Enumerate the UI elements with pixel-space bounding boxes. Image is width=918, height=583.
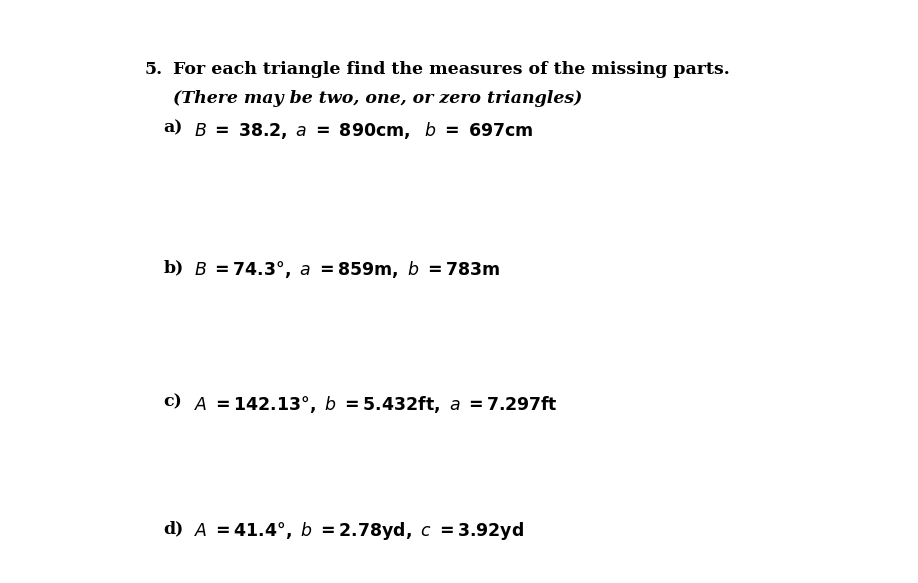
Text: $\mathbf{\mathit{B}}$ $\mathbf{= 74.3°,}$ $\mathbf{\mathit{a}}$ $\mathbf{= 859m,: $\mathbf{\mathit{B}}$ $\mathbf{= 74.3°,}… <box>194 259 499 280</box>
Text: d): d) <box>163 520 184 537</box>
Text: $\mathbf{\mathit{B}}$ $\mathbf{=}$ $\mathbf{38.2,}$ $\mathbf{\mathit{a}}$ $\math: $\mathbf{\mathit{B}}$ $\mathbf{=}$ $\mat… <box>194 120 533 141</box>
Text: $\mathbf{\mathit{A}}$ $\mathbf{= 41.4°,}$ $\mathbf{\mathit{b}}$ $\mathbf{= 2.78y: $\mathbf{\mathit{A}}$ $\mathbf{= 41.4°,}… <box>194 520 523 542</box>
Text: a): a) <box>163 120 183 136</box>
Text: b): b) <box>163 259 184 276</box>
Text: (There may be two, one, or zero triangles): (There may be two, one, or zero triangle… <box>173 90 582 107</box>
Text: $\mathbf{\mathit{A}}$ $\mathbf{= 142.13°,}$ $\mathbf{\mathit{b}}$ $\mathbf{= 5.4: $\mathbf{\mathit{A}}$ $\mathbf{= 142.13°… <box>194 394 557 415</box>
Text: 5.: 5. <box>145 61 163 78</box>
Text: c): c) <box>163 394 182 410</box>
Text: For each triangle find the measures of the missing parts.: For each triangle find the measures of t… <box>173 61 729 78</box>
